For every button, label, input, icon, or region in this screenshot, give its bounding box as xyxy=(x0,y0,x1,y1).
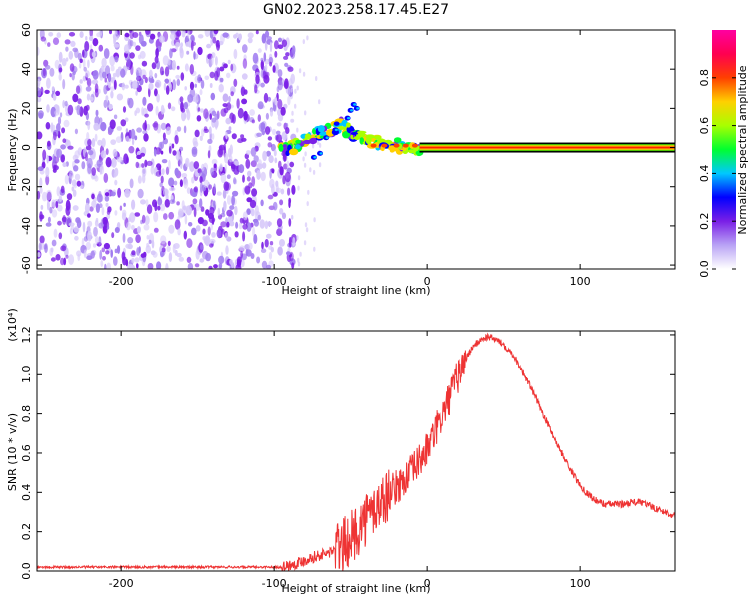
colorbar-tick-label: 0.0 xyxy=(698,260,711,278)
spectrogram-x-label: Height of straight line (km) xyxy=(281,284,430,297)
snr-plot: -200 -100 0 100 0.0 0.2 0.4 0.6 0.8 1.0 1.2 Height… xyxy=(6,308,676,595)
snr-y-tick-label: 0.2 xyxy=(20,523,33,541)
spectrogram-y-tick-label: -20 xyxy=(20,178,33,196)
spectrogram-y-label: Frequency (Hz) xyxy=(6,109,19,192)
spectrogram-x-tick-label: -100 xyxy=(262,275,287,288)
spectrogram-frame xyxy=(36,29,676,270)
colorbar-tick-label: 0.2 xyxy=(698,212,711,230)
colorbar-tick-label: 0.6 xyxy=(698,117,711,135)
snr-x-tick-label: -100 xyxy=(262,577,287,590)
snr-x-tick-label: -200 xyxy=(109,577,134,590)
snr-x-tick-label: 100 xyxy=(570,577,591,590)
snr-y-label: SNR (10 * v/v) xyxy=(6,413,19,491)
snr-x-label: Height of straight line (km) xyxy=(281,582,430,595)
tone-line xyxy=(419,144,675,152)
colorbar-label: Normalized spectral amplitude xyxy=(736,65,749,234)
snr-series-line xyxy=(37,332,675,571)
spectrogram-y-tick-label: 0 xyxy=(20,144,33,151)
spectrogram-x-tick-label: -200 xyxy=(109,275,134,288)
signal-track xyxy=(277,101,424,160)
colorbar-gradient xyxy=(712,30,736,269)
spectrogram-x-tick-label: 0 xyxy=(424,275,431,288)
colorbar: 0.0 0.2 0.4 0.6 0.8 Normalized spectral ampl… xyxy=(698,30,749,278)
snr-y-tick-label: 0.8 xyxy=(20,405,33,423)
snr-y-tick-label: 1.2 xyxy=(20,326,33,344)
snr-frame xyxy=(36,330,676,572)
snr-multiplier: (x10⁴) xyxy=(6,308,19,342)
spectrogram-y-tick-label: -40 xyxy=(20,217,33,235)
colorbar-tick-label: 0.4 xyxy=(698,165,711,183)
spectrogram-y-tick-label: -60 xyxy=(20,256,33,274)
spectrogram-y-tick-label: 40 xyxy=(20,62,33,76)
colorbar-tick-label: 0.8 xyxy=(698,69,711,87)
snr-y-tick-label: 0.0 xyxy=(20,562,33,580)
snr-x-tick-label: 0 xyxy=(424,577,431,590)
snr-y-tick-label: 0.4 xyxy=(20,484,33,502)
noise-speckle xyxy=(37,30,322,269)
spectrogram-x-tick-label: 100 xyxy=(570,275,591,288)
snr-y-tick-label: 0.6 xyxy=(20,444,33,462)
spectrogram-y-tick-label: 20 xyxy=(20,101,33,115)
snr-y-tick-label: 1.0 xyxy=(20,366,33,384)
figure-title: GN02.2023.258.17.45.E27 xyxy=(263,2,449,18)
spectrogram-y-tick-label: 60 xyxy=(20,23,33,37)
